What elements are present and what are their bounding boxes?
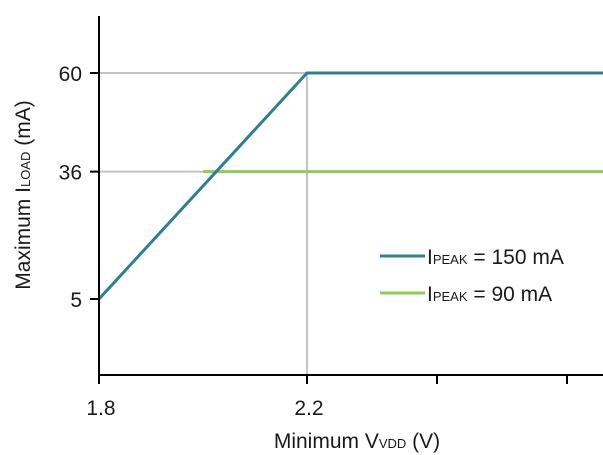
ticks: 5 36 60 1.8 2.2 bbox=[59, 63, 568, 420]
series-line-1 bbox=[97, 71, 603, 301]
series-lines bbox=[97, 71, 603, 301]
reference-lines bbox=[99, 72, 308, 375]
x-axis-title: Minimum VVDD (V) bbox=[274, 430, 440, 453]
x-tick-label-1.8: 1.8 bbox=[86, 397, 115, 420]
legend-item-series-1: IPEAK = 150 mA bbox=[380, 246, 564, 269]
y-axis-title: Maximum ILOAD (mA) bbox=[12, 100, 35, 289]
y-tick-label-36: 36 bbox=[59, 162, 82, 185]
y-tick-label-5: 5 bbox=[70, 289, 82, 312]
x-tick-label-2.2: 2.2 bbox=[294, 397, 323, 420]
axes bbox=[98, 16, 603, 376]
legend-label-series-2: IPEAK = 90 mA bbox=[427, 283, 552, 306]
legend-item-series-2: IPEAK = 90 mA bbox=[380, 283, 552, 306]
legend: IPEAK = 150 mA IPEAK = 90 mA bbox=[380, 246, 564, 306]
legend-label-series-1: IPEAK = 150 mA bbox=[427, 246, 564, 269]
y-tick-label-60: 60 bbox=[59, 63, 82, 86]
